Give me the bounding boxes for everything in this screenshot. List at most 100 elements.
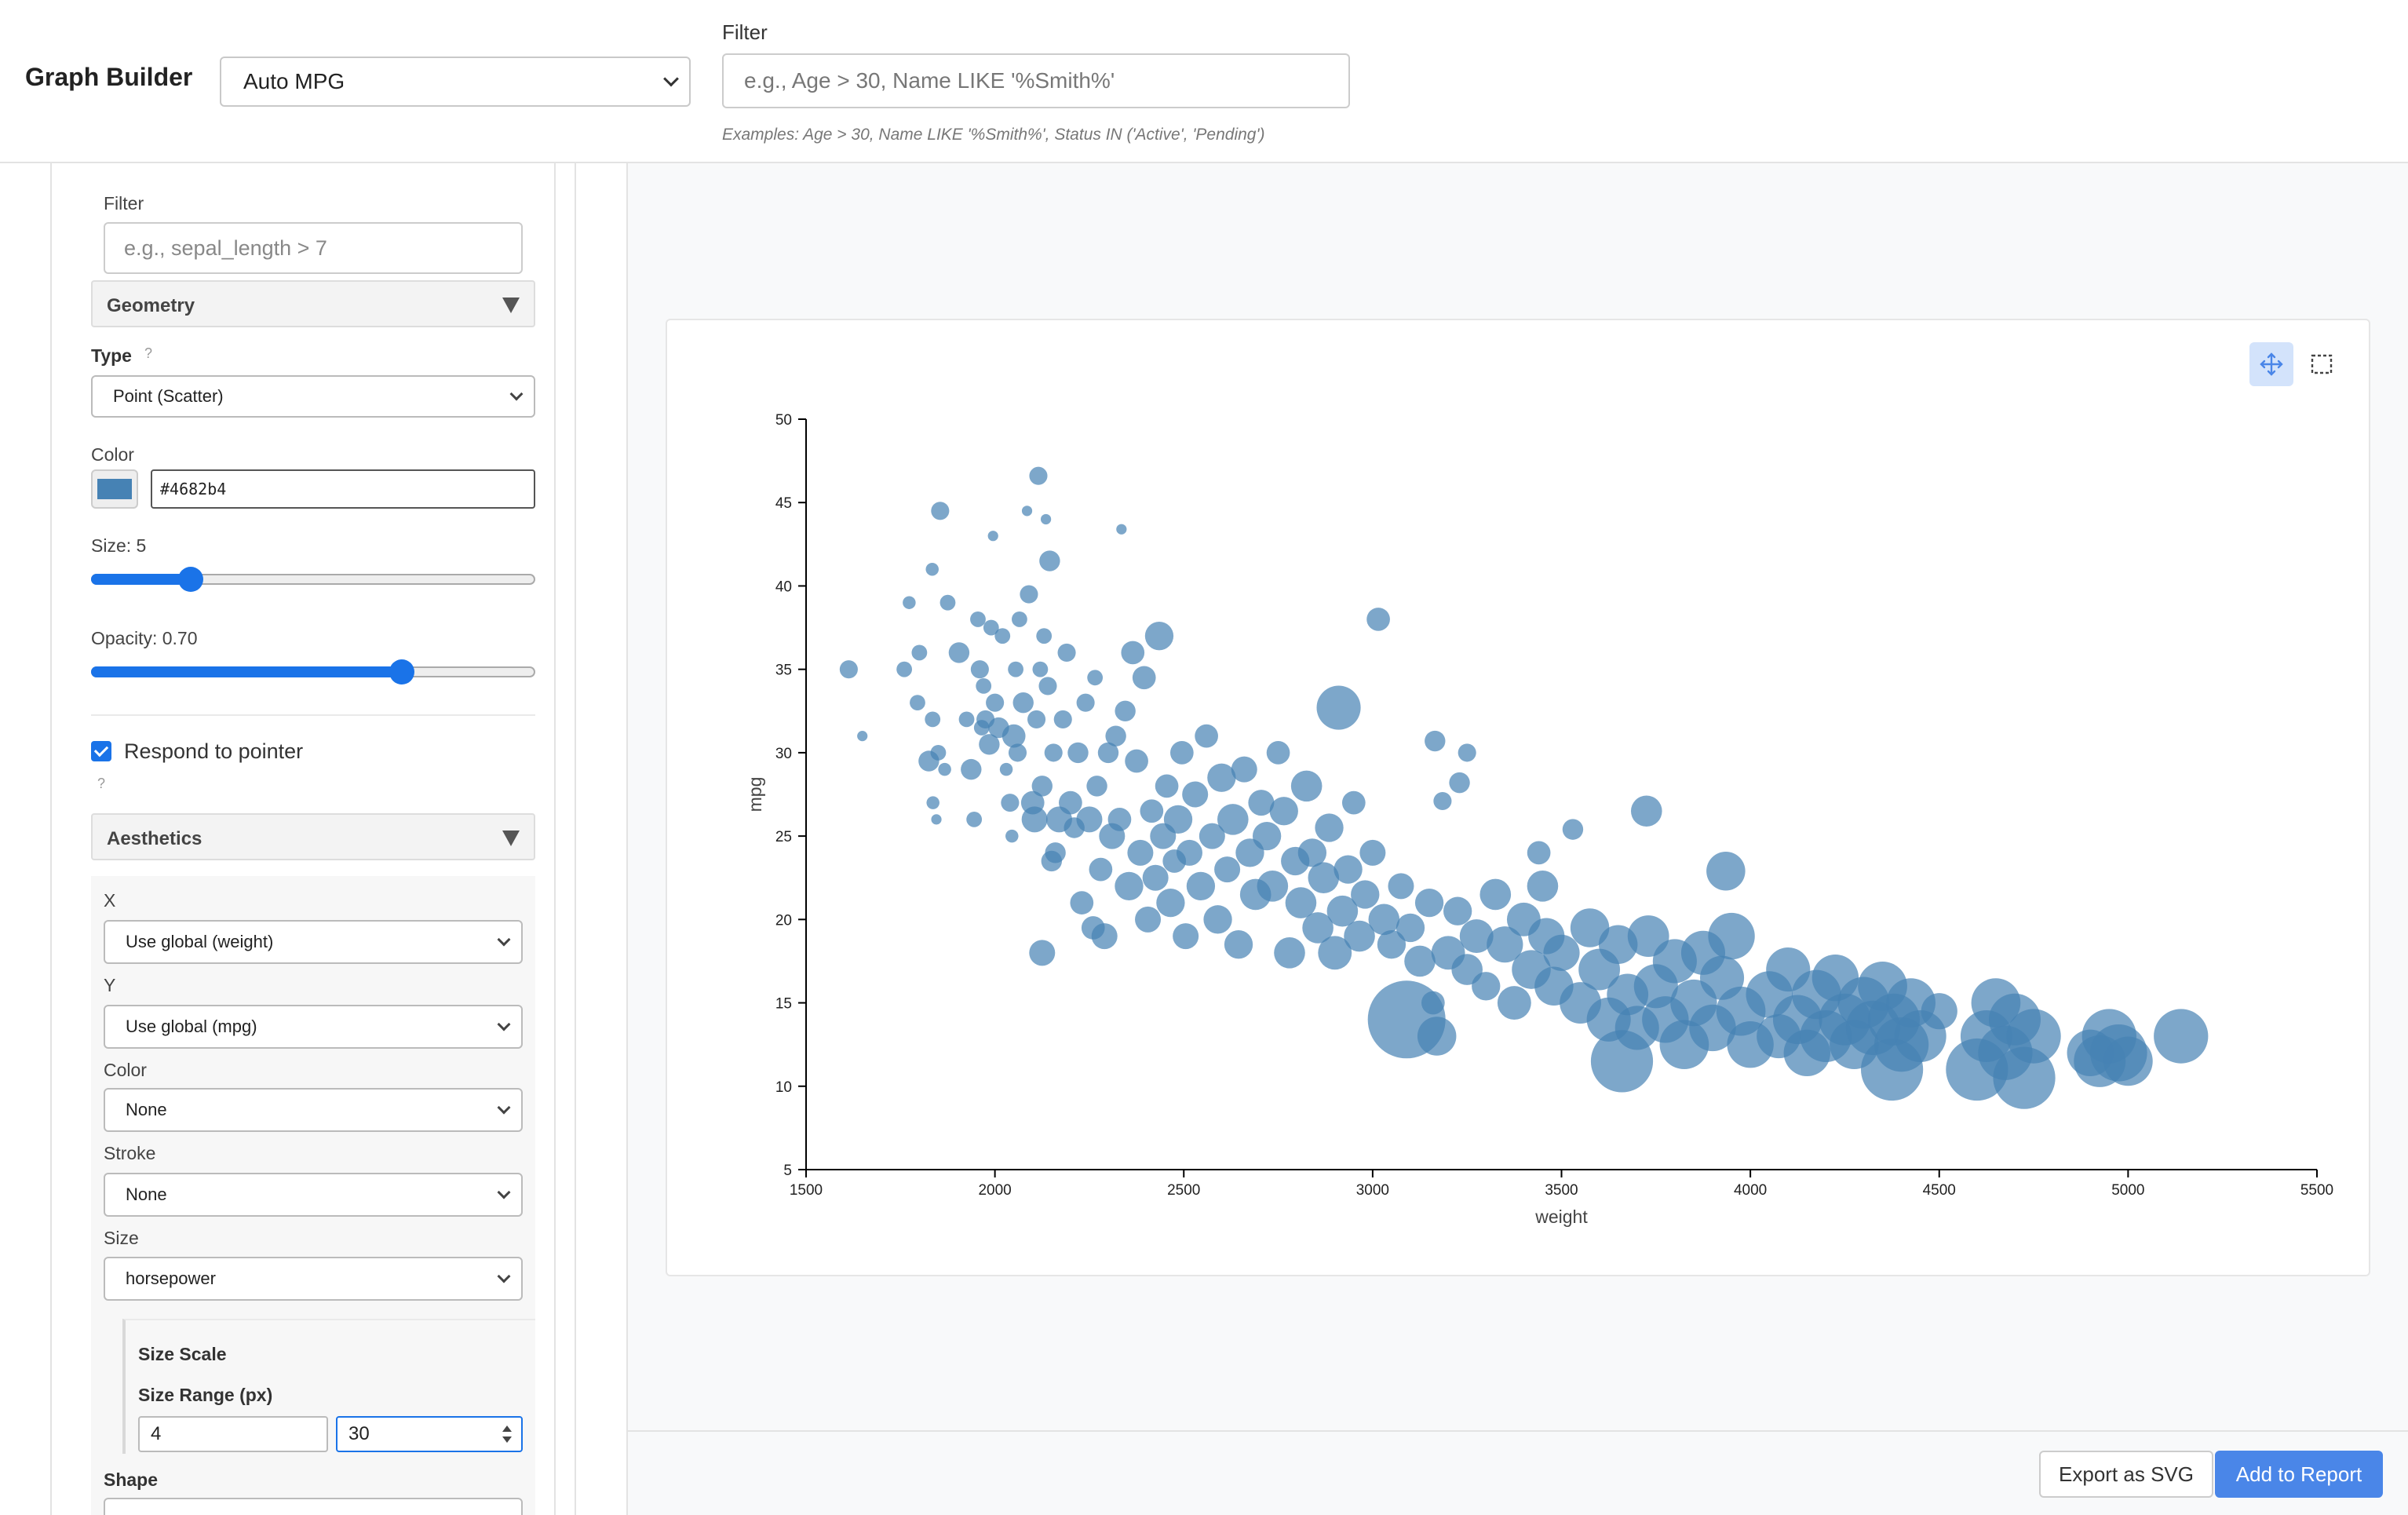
scatter-point [1005,829,1019,843]
scatter-point [1140,799,1164,823]
scatter-point [1135,906,1162,933]
x-select[interactable]: Use global (weight) [104,920,523,964]
size-scale-title: Size Scale [138,1344,227,1364]
scatter-point [1257,871,1289,902]
scatter-point [987,531,998,542]
scatter-point [1396,913,1425,943]
geometry-section-header[interactable]: Geometry [91,280,535,327]
aesthetics-section-header[interactable]: Aesthetics [91,813,535,860]
dataset-select[interactable]: Auto MPG [220,57,691,107]
scatter-point [1182,781,1209,808]
box-select-tool-button[interactable] [2300,342,2344,386]
scatter-point [1459,919,1494,954]
scatter-point [1706,851,1746,891]
opacity-slider-thumb[interactable] [389,659,415,684]
scatter-point [1308,862,1340,894]
size-range-max-value: 30 [348,1423,370,1444]
scatter-point [970,660,989,679]
scatter-point [903,596,916,609]
scatter-point [976,678,992,694]
scatter-point [1142,864,1169,891]
size-slider[interactable] [91,565,535,592]
y-tick-label: 25 [775,829,792,845]
scatter-point [1527,841,1551,865]
scatter-point [926,796,939,809]
aes-size-value: horsepower [126,1269,216,1288]
color-swatch-button[interactable] [91,469,138,509]
aes-size-select[interactable]: horsepower [104,1257,523,1301]
scatter-point [925,562,939,576]
scatter-point [994,628,1011,644]
scatter-point [1036,628,1053,644]
scatter-point [1163,805,1193,834]
y-select-value: Use global (mpg) [126,1017,257,1036]
add-to-report-button[interactable]: Add to Report [2215,1451,2383,1498]
aes-color-select[interactable]: None [104,1088,523,1132]
scatter-point [948,642,970,663]
size-scale-box [122,1319,535,1454]
global-filter-input[interactable]: e.g., Age > 30, Name LIKE '%Smith%' [722,53,1350,108]
scatter-point [1443,896,1472,925]
size-range-min-input[interactable]: 4 [138,1416,328,1452]
scatter-point [1020,585,1038,604]
shape-select[interactable] [104,1498,523,1515]
scatter-point [1199,823,1225,849]
top-header: Graph Builder Auto MPG Filter e.g., Age … [0,0,2408,163]
type-label: Type [91,345,132,366]
scatter-point [1116,524,1127,535]
y-select[interactable]: Use global (mpg) [104,1005,523,1049]
size-slider-thumb[interactable] [178,567,204,592]
stroke-select-value: None [126,1185,167,1204]
respond-pointer-checkbox[interactable] [91,741,111,761]
type-help-icon[interactable]: ? [144,345,153,361]
color-swatch-fill [97,479,132,499]
spinner-icon[interactable] [502,1426,512,1443]
layer-filter-input[interactable]: e.g., sepal_length > 7 [104,222,523,274]
x-tick-label: 4000 [1734,1182,1767,1199]
y-tick-label: 30 [775,746,792,762]
respond-help-icon[interactable]: ? [97,776,106,791]
collapse-triangle-icon [502,831,520,846]
aes-color-label: Color [104,1060,147,1080]
collapse-triangle-icon [502,298,520,313]
scatter-point [1012,611,1027,627]
scatter-point [1053,710,1072,728]
scatter-point [1497,986,1531,1020]
x-tick-label: 2500 [1167,1182,1200,1199]
opacity-slider[interactable] [91,658,535,684]
scatter-point [1127,839,1154,866]
scatter-point [1425,730,1446,752]
scatter-point [1097,742,1119,764]
scatter-point [1274,937,1305,969]
geometry-type-select[interactable]: Point (Scatter) [91,375,535,418]
scatter-point [1132,666,1156,690]
scatter-point [1031,776,1053,797]
x-tick-label: 5000 [2111,1182,2144,1199]
scatter-point [1121,641,1145,665]
scatter-point [1107,808,1132,831]
size-range-max-input[interactable]: 30 [336,1416,523,1452]
scatter-point [979,734,1000,755]
scatter-point [839,660,858,679]
scatter-point [1708,912,1755,960]
y-tick-label: 20 [775,912,792,929]
scatter-point [1087,670,1104,686]
scatter-point [1008,661,1023,677]
layer-filter-label: Filter [104,193,144,214]
stroke-select[interactable]: None [104,1173,523,1217]
color-hex-input[interactable]: #4682b4 [151,469,535,509]
sidebar-strip [576,163,626,1515]
scatter-point [1231,756,1257,783]
color-label: Color [91,444,134,465]
scatter-point [1266,741,1290,765]
scatter-point [1315,813,1344,842]
export-svg-button[interactable]: Export as SVG [2039,1451,2213,1498]
pan-tool-button[interactable] [2249,342,2293,386]
scatter-point [1359,839,1386,866]
geometry-type-value: Point (Scatter) [113,386,224,406]
x-tick-label: 4500 [1923,1182,1956,1199]
scatter-point [1404,945,1436,977]
scatter-point [1091,923,1118,950]
